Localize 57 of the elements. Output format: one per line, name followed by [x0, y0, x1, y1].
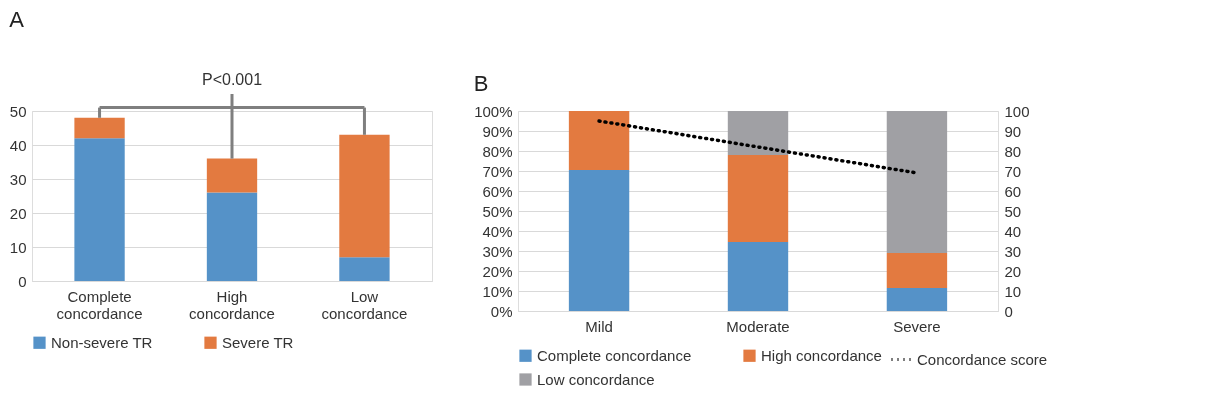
- x-tick-label: High concordance: [189, 287, 275, 322]
- bar: [727, 242, 789, 311]
- y-tick-label: 30%: [482, 242, 513, 260]
- bar: [74, 117, 125, 139]
- y2-tick-label: 90: [1004, 122, 1022, 140]
- y2-tick-label: 60: [1004, 182, 1022, 200]
- legend-label: Severe TR: [222, 333, 294, 351]
- bar: [74, 138, 125, 281]
- chart-title: A: [9, 7, 25, 32]
- y2-tick-label: 80: [1004, 142, 1022, 160]
- legend-label: Complete concordance: [537, 346, 692, 364]
- bar: [206, 158, 258, 193]
- y-tick-label: 50: [9, 102, 27, 120]
- y-tick-label: 60%: [482, 182, 513, 200]
- legend-label: High concordance: [761, 346, 882, 364]
- legend-label: Concordance score: [917, 350, 1048, 368]
- bar: [886, 111, 948, 253]
- annotation: P<0.001: [201, 71, 263, 88]
- y-tick-label: 90%: [482, 122, 513, 140]
- y2-tick-label: 40: [1004, 222, 1022, 240]
- bar: [886, 253, 948, 288]
- y2-tick-label: 50: [1004, 202, 1022, 220]
- y-tick-label: 50%: [482, 202, 513, 220]
- y2-tick-label: 0: [1004, 302, 1013, 320]
- bar: [568, 111, 630, 170]
- y-tick-label: 20: [9, 204, 27, 222]
- y-tick-label: 30: [9, 170, 27, 188]
- bar: [727, 111, 789, 155]
- x-tick-label: Complete concordance: [56, 287, 143, 322]
- y-tick-label: 80%: [482, 142, 513, 160]
- y-tick-label: 40: [9, 136, 27, 154]
- y-tick-label: 100%: [474, 102, 513, 120]
- x-tick-label: Mild: [585, 317, 613, 335]
- legend-label: Non-severe TR: [51, 333, 153, 351]
- y-tick-label: 10%: [482, 282, 513, 300]
- y2-tick-label: 100: [1004, 102, 1030, 120]
- y2-tick-label: 10: [1004, 282, 1022, 300]
- chart-title: B: [473, 71, 489, 96]
- y-tick-label: 0: [18, 272, 27, 290]
- legend-label: Low concordance: [537, 370, 655, 388]
- x-tick-label: Low concordance: [321, 287, 408, 322]
- x-tick-label: Severe: [893, 317, 941, 335]
- bar: [568, 170, 630, 311]
- bar: [727, 155, 789, 242]
- y-tick-label: 10: [9, 238, 27, 256]
- y-tick-label: 70%: [482, 162, 513, 180]
- bar: [886, 288, 948, 311]
- y-tick-label: 40%: [482, 222, 513, 240]
- y-tick-label: 20%: [482, 262, 513, 280]
- x-tick-label: Moderate: [726, 317, 790, 335]
- bar: [206, 192, 258, 281]
- y2-tick-label: 30: [1004, 242, 1022, 260]
- bar: [339, 257, 390, 281]
- y-tick-label: 0%: [490, 302, 513, 320]
- y2-tick-label: 20: [1004, 262, 1022, 280]
- y2-tick-label: 70: [1004, 162, 1022, 180]
- bar: [339, 134, 390, 258]
